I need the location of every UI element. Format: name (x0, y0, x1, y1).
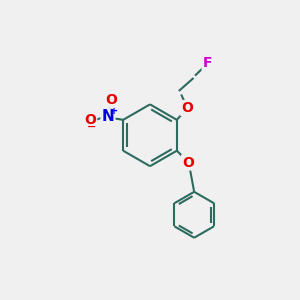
Text: +: + (110, 106, 118, 116)
Text: O: O (181, 101, 193, 115)
Text: O: O (105, 93, 117, 107)
Text: −: − (87, 122, 96, 132)
Text: F: F (202, 56, 212, 70)
Text: O: O (84, 113, 96, 128)
Text: O: O (182, 155, 194, 170)
Text: N: N (101, 110, 114, 124)
